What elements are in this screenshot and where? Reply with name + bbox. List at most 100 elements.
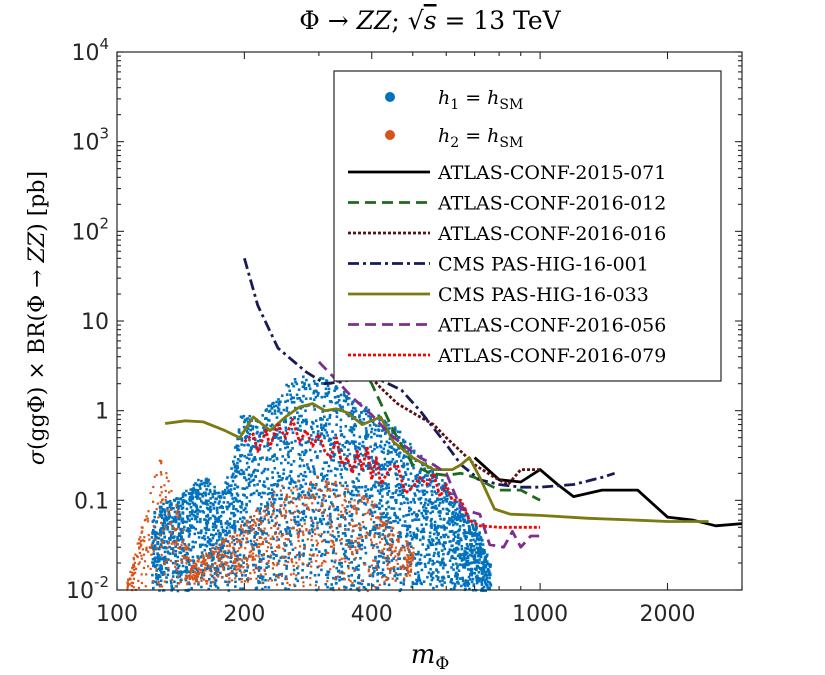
scatter-point: [226, 486, 229, 489]
scatter-point: [135, 567, 138, 570]
scatter-point: [221, 564, 225, 568]
scatter-point: [480, 588, 484, 591]
y-tick-label: 0.1: [74, 489, 109, 514]
scatter-point: [268, 577, 272, 580]
scatter-point: [267, 510, 270, 514]
scatter-point: [322, 559, 325, 562]
scatter-point: [289, 420, 293, 424]
scatter-point: [350, 514, 353, 518]
scatter-point: [370, 518, 373, 521]
scatter-point: [158, 567, 161, 570]
limit-curve-atlas-conf-2016-056: [317, 360, 541, 549]
scatter-point: [391, 496, 395, 499]
scatter-point: [428, 484, 432, 487]
scatter-point: [317, 565, 321, 568]
scatter-point: [376, 489, 380, 493]
scatter-point: [275, 514, 279, 518]
scatter-point: [269, 555, 272, 559]
scatter-point: [374, 468, 378, 471]
scatter-point: [261, 578, 264, 581]
scatter-point: [361, 513, 365, 517]
scatter-point: [286, 526, 289, 529]
scatter-point: [174, 545, 177, 548]
scatter-point: [353, 504, 356, 507]
scatter-point: [245, 468, 248, 471]
scatter-point: [158, 533, 161, 537]
scatter-point: [393, 513, 396, 516]
scatter-point: [406, 450, 409, 453]
scatter-point: [152, 564, 155, 568]
scatter-point: [329, 448, 332, 451]
scatter-point: [329, 587, 332, 590]
scatter-point: [310, 560, 313, 563]
scatter-point: [235, 571, 238, 574]
scatter-point: [199, 545, 202, 549]
scatter-point: [235, 508, 238, 511]
scatter-point: [266, 492, 270, 496]
scatter-point: [300, 443, 304, 447]
scatter-point: [426, 544, 430, 547]
scatter-point: [200, 568, 203, 571]
scatter-point: [319, 519, 323, 523]
scatter-point: [272, 436, 275, 439]
scatter-point: [402, 464, 406, 467]
scatter-point: [479, 577, 482, 580]
scatter-point: [334, 507, 338, 511]
scatter-point: [335, 423, 338, 426]
scatter-point: [433, 526, 437, 529]
scatter-point: [257, 567, 260, 570]
scatter-point: [196, 578, 199, 581]
scatter-point: [245, 418, 248, 421]
scatter-point: [304, 441, 308, 444]
scatter-point: [344, 510, 347, 513]
scatter-point: [321, 410, 325, 413]
scatter-point: [465, 514, 468, 517]
scatter-point: [280, 513, 283, 516]
scatter-point: [283, 433, 286, 437]
scatter-point: [407, 555, 410, 558]
scatter-point: [265, 566, 268, 569]
scatter-point: [394, 428, 397, 432]
scatter-point: [234, 464, 237, 468]
scatter-point: [140, 554, 143, 557]
scatter-point: [194, 517, 198, 521]
scatter-point: [144, 585, 147, 588]
scatter-point: [464, 537, 468, 541]
scatter-point: [394, 514, 398, 518]
scatter-point: [223, 491, 227, 495]
scatter-point: [373, 510, 377, 514]
scatter-point: [310, 425, 313, 429]
scatter-point: [252, 519, 255, 522]
scatter-point: [258, 518, 262, 521]
scatter-point: [213, 492, 216, 495]
scatter-point: [448, 517, 451, 520]
scatter-point: [248, 438, 251, 442]
scatter-point: [219, 571, 222, 575]
scatter-point: [289, 540, 292, 543]
scatter-point: [415, 578, 418, 582]
scatter-point: [327, 540, 330, 544]
scatter-point: [387, 423, 390, 427]
scatter-point: [419, 538, 422, 542]
scatter-point: [386, 564, 389, 567]
scatter-point: [479, 542, 483, 545]
scatter-point: [296, 515, 300, 518]
scatter-point: [397, 531, 400, 534]
scatter-point: [376, 561, 379, 565]
scatter-point: [446, 570, 449, 574]
scatter-point: [373, 505, 376, 508]
scatter-point: [305, 528, 308, 531]
scatter-point: [415, 515, 418, 518]
scatter-point: [353, 499, 356, 502]
scatter-point: [429, 583, 432, 586]
scatter-point: [310, 535, 314, 538]
scatter-point: [180, 519, 184, 523]
scatter-point: [390, 538, 394, 541]
scatter-point: [319, 376, 322, 380]
scatter-point: [266, 506, 269, 509]
scatter-point: [144, 518, 147, 521]
scatter-point: [285, 564, 288, 568]
scatter-point: [310, 539, 313, 542]
scatter-point: [332, 565, 335, 568]
scatter-point: [279, 530, 282, 533]
